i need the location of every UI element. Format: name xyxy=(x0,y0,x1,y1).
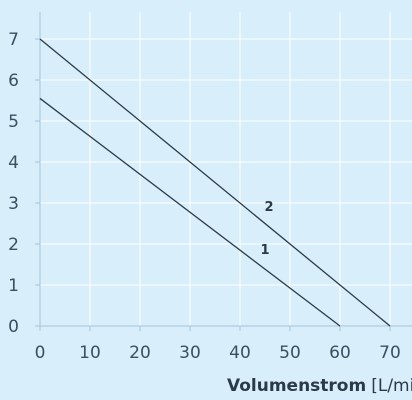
series-labels: 12 xyxy=(260,200,273,258)
x-tick-label: 20 xyxy=(129,343,151,363)
y-tick-label: 7 xyxy=(8,30,19,50)
x-tick-label: 50 xyxy=(279,343,301,363)
series-line-1 xyxy=(39,97,341,327)
y-tick-label: 3 xyxy=(8,194,19,214)
x-axis-label: Volumenstrom[L/min xyxy=(227,376,412,396)
x-axis-label-unit: [L/min xyxy=(371,376,412,396)
x-axis-label-bold: Volumenstrom xyxy=(227,376,366,396)
y-tick-label: 0 xyxy=(8,317,19,337)
series-label-2: 2 xyxy=(264,200,273,215)
x-tick-label: 60 xyxy=(329,343,351,363)
x-tick-label: 30 xyxy=(179,343,201,363)
y-tick-label: 6 xyxy=(8,71,19,91)
y-tick-label: 5 xyxy=(8,112,19,132)
x-tick-label: 40 xyxy=(229,343,251,363)
x-tick-label: 10 xyxy=(79,343,101,363)
series-line-2 xyxy=(39,38,391,327)
x-tick-label: 0 xyxy=(35,343,46,363)
y-tick-label: 2 xyxy=(8,235,19,255)
axes xyxy=(35,12,412,331)
series-lines xyxy=(39,38,391,327)
y-tick-label: 1 xyxy=(8,276,19,296)
x-tick-label: 70 xyxy=(379,343,401,363)
y-tick-label: 4 xyxy=(8,153,19,173)
grid-lines xyxy=(40,12,412,326)
series-label-1: 1 xyxy=(260,243,269,258)
